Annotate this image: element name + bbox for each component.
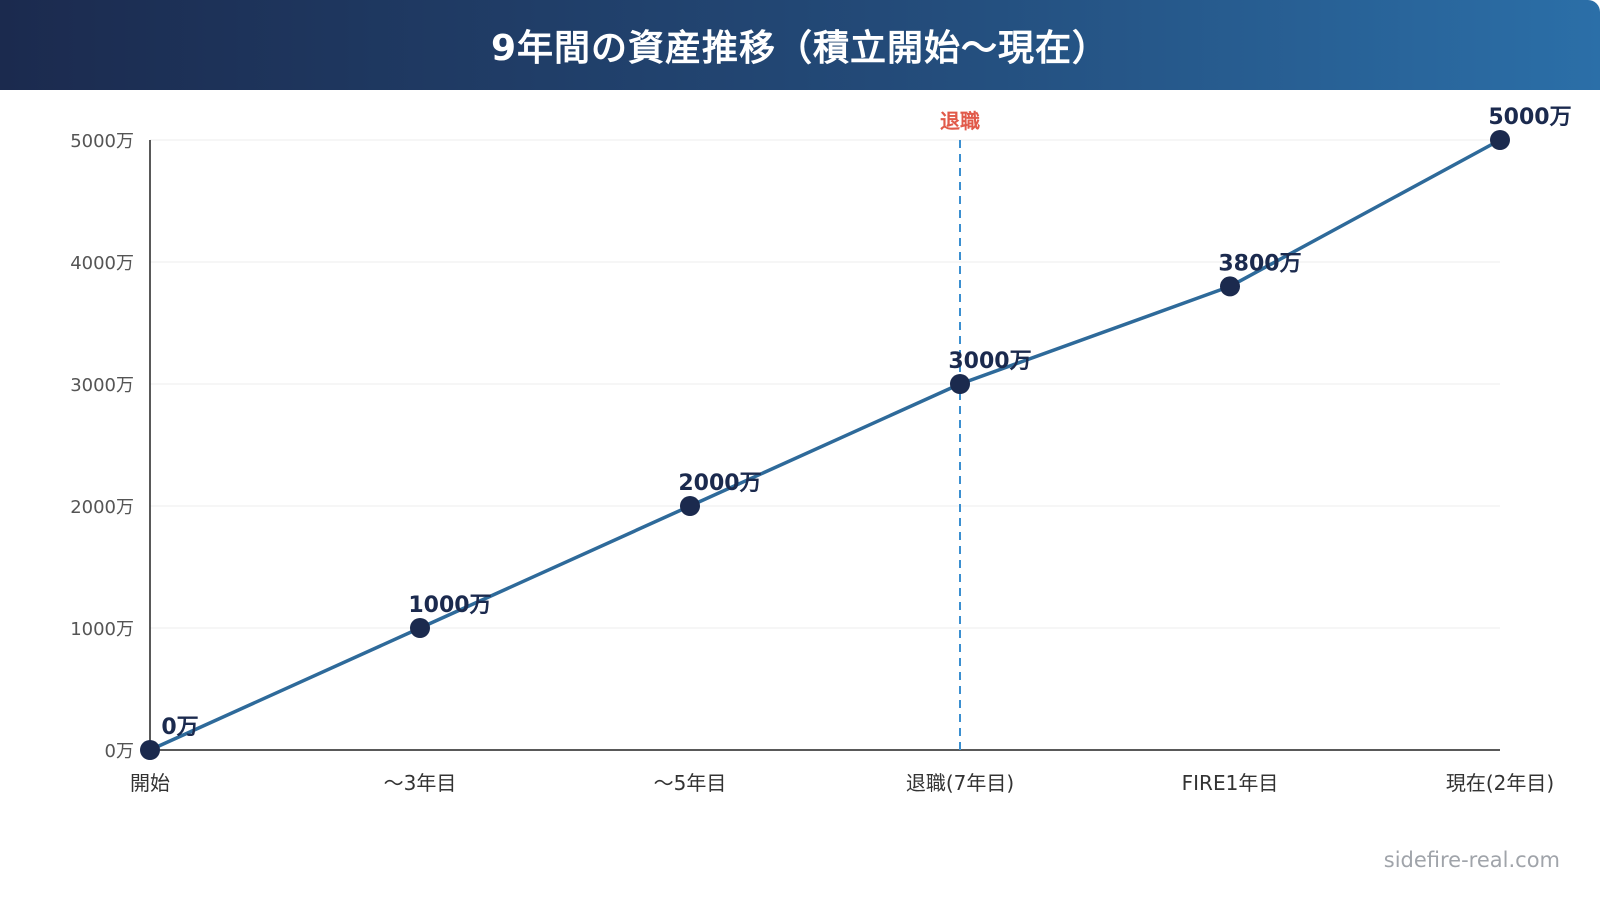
x-tick-label: 退職(7年目) <box>906 771 1014 795</box>
data-label: 2000万 <box>678 471 761 496</box>
y-tick-label: 3000万 <box>70 375 134 396</box>
data-label: 0万 <box>161 715 198 740</box>
data-label: 5000万 <box>1488 105 1571 130</box>
footer-source: sidefire-real.com <box>1383 848 1560 872</box>
x-tick-label: 現在(2年目) <box>1446 771 1554 795</box>
y-tick-label: 2000万 <box>70 497 134 518</box>
chart-header: 9年間の資産推移（積立開始〜現在） <box>0 0 1600 90</box>
data-point <box>1220 276 1240 297</box>
y-tick-label: 0万 <box>105 741 134 762</box>
data-point <box>950 374 970 394</box>
data-point <box>410 618 430 638</box>
chart-title: 9年間の資産推移（積立開始〜現在） <box>490 28 1110 69</box>
data-label: 3800万 <box>1218 251 1301 276</box>
data-label: 3000万 <box>948 349 1031 374</box>
data-point <box>140 740 160 760</box>
data-point <box>680 496 700 516</box>
y-tick-label: 5000万 <box>70 131 134 152</box>
data-label: 1000万 <box>408 593 491 618</box>
retirement-marker-label: 退職 <box>940 109 980 133</box>
x-tick-label: 〜5年目 <box>654 771 727 795</box>
x-tick-label: FIRE1年目 <box>1182 771 1279 795</box>
y-tick-label: 1000万 <box>70 619 134 640</box>
y-tick-label: 4000万 <box>70 253 134 274</box>
series-line <box>149 138 1501 752</box>
x-tick-label: 〜3年目 <box>384 771 457 795</box>
x-tick-label: 開始 <box>130 771 170 795</box>
data-point <box>1490 130 1510 150</box>
